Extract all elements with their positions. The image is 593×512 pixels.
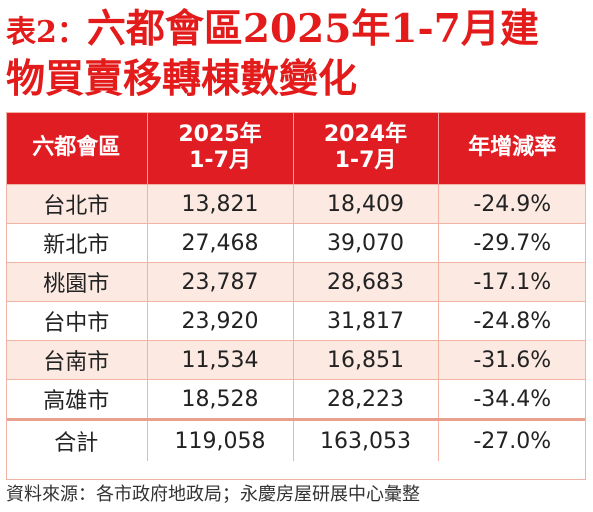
header-2025: 2025年 1-7月: [146, 112, 294, 185]
cell-2025: 13,821: [146, 184, 294, 224]
table-row: 高雄市 18,528 28,223 -34.4%: [6, 379, 586, 420]
cell-2025: 23,787: [146, 262, 294, 302]
cell-city: 台中市: [6, 301, 148, 341]
table-row: 台南市 11,534 16,851 -31.6%: [6, 340, 586, 380]
cell-change: -24.8%: [437, 301, 586, 341]
table-row: 新北市 27,468 39,070 -29.7%: [6, 223, 586, 263]
source-note: 資料來源：各市政府地政局；永慶房屋研展中心彙整: [6, 484, 420, 505]
table-row: 台北市 13,821 18,409 -24.9%: [6, 184, 586, 224]
data-table: 六都會區 2025年 1-7月 2024年 1-7月 年增減率 台北市 13,821…: [6, 112, 586, 461]
table-total-row: 合計 119,058 163,053 -27.0%: [6, 418, 586, 461]
cell-2025: 27,468: [146, 223, 294, 263]
cell-2024: 39,070: [292, 223, 439, 263]
header-change: 年增減率: [437, 112, 586, 185]
cell-2025: 11,534: [146, 340, 294, 380]
cell-2024: 163,053: [292, 418, 439, 461]
cell-2024: 28,683: [292, 262, 439, 302]
cell-2024: 31,817: [292, 301, 439, 341]
cell-2024: 16,851: [292, 340, 439, 380]
table-row: 桃園市 23,787 28,683 -17.1%: [6, 262, 586, 302]
title-prefix: 表2：: [6, 15, 87, 50]
cell-change: -31.6%: [437, 340, 586, 380]
table-row: 台中市 23,920 31,817 -24.8%: [6, 301, 586, 341]
cell-change: -17.1%: [437, 262, 586, 302]
cell-change: -24.9%: [437, 184, 586, 224]
cell-city: 高雄市: [6, 379, 148, 420]
cell-city: 台南市: [6, 340, 148, 380]
cell-change: -29.7%: [437, 223, 586, 263]
header-2024: 2024年 1-7月: [292, 112, 439, 185]
cell-city: 台北市: [6, 184, 148, 224]
title-line-1: 表2：六都會區2025年1-7月建: [6, 6, 588, 56]
cell-change: -27.0%: [437, 418, 586, 461]
table-header-row: 六都會區 2025年 1-7月 2024年 1-7月 年增減率: [6, 112, 586, 185]
cell-change: -34.4%: [437, 379, 586, 420]
cell-city: 新北市: [6, 223, 148, 263]
cell-2024: 18,409: [292, 184, 439, 224]
title-line-1-text: 六都會區2025年1-7月建: [86, 6, 539, 52]
cell-2025: 119,058: [146, 418, 294, 461]
title-line-2: 物買賣移轉棟數變化: [6, 56, 358, 102]
cell-2025: 18,528: [146, 379, 294, 420]
cell-2025: 23,920: [146, 301, 294, 341]
page-title: 表2：六都會區2025年1-7月建 物買賣移轉棟數變化: [6, 6, 588, 102]
cell-city: 合計: [6, 418, 148, 461]
header-region: 六都會區: [6, 112, 148, 185]
cell-city: 桃園市: [6, 262, 148, 302]
cell-2024: 28,223: [292, 379, 439, 420]
